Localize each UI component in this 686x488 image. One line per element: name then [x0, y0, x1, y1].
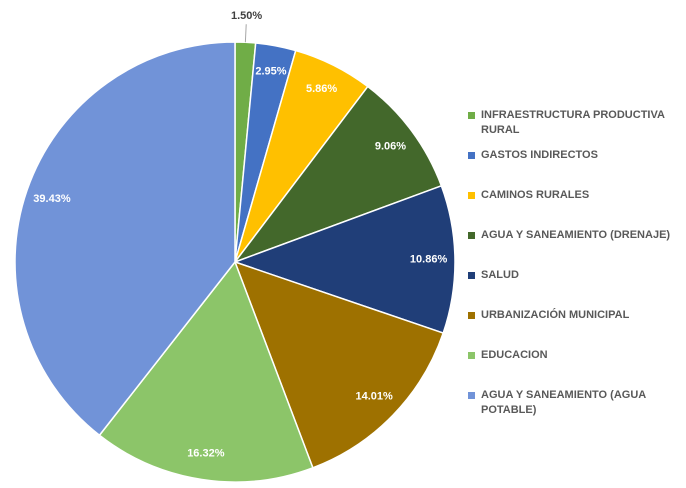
legend-item: CAMINOS RURALES — [468, 188, 683, 228]
legend-label: INFRAESTRUCTURA PRODUCTIVA RURAL — [481, 109, 665, 136]
pie-slice — [232, 85, 443, 264]
legend-label: CAMINOS RURALES — [481, 189, 590, 201]
legend-swatch — [468, 152, 475, 159]
legend-label: EDUCACION — [481, 349, 548, 361]
leader-line — [244, 24, 247, 43]
legend-item: EDUCACION — [468, 348, 683, 388]
pie-slice — [232, 184, 456, 334]
pie-slice — [14, 41, 236, 437]
legend-label: SALUD — [481, 269, 519, 281]
legend-item: GASTOS INDIRECTOS — [468, 148, 683, 188]
legend-item: AGUA Y SANEAMIENTO (AGUA POTABLE) — [468, 388, 683, 428]
legend: INFRAESTRUCTURA PRODUCTIVA RURAL GASTOS I… — [468, 108, 683, 428]
data-label: 1.50% — [231, 10, 262, 22]
legend-label: URBANIZACIÓN MUNICIPAL — [481, 309, 630, 321]
pie-slice — [98, 260, 314, 483]
legend-swatch — [468, 312, 475, 319]
legend-swatch — [468, 272, 475, 279]
legend-item: URBANIZACIÓN MUNICIPAL — [468, 308, 683, 348]
legend-swatch — [468, 112, 475, 119]
data-label: 14.01% — [355, 391, 393, 403]
data-label: 9.06% — [375, 141, 406, 153]
pie-area: 1.50% 2.95% 5.86% 9.06% 10.86% 14.01% 16.32% 39… — [14, 10, 456, 483]
data-label: 39.43% — [33, 193, 71, 205]
pie-slice — [233, 260, 445, 469]
legend-swatch — [468, 192, 475, 199]
legend-swatch — [468, 352, 475, 359]
data-label: 5.86% — [306, 83, 337, 95]
legend-label: AGUA Y SANEAMIENTO (AGUA POTABLE) — [481, 389, 646, 416]
legend-swatch — [468, 392, 475, 399]
data-label: 10.86% — [410, 254, 448, 266]
legend-item: SALUD — [468, 268, 683, 308]
legend-swatch — [468, 232, 475, 239]
legend-label: AGUA Y SANEAMIENTO (DRENAJE) — [481, 229, 671, 241]
legend-item: INFRAESTRUCTURA PRODUCTIVA RURAL — [468, 108, 683, 148]
data-label: 2.95% — [255, 66, 286, 78]
legend-item: AGUA Y SANEAMIENTO (DRENAJE) — [468, 228, 683, 268]
legend-label: GASTOS INDIRECTOS — [481, 149, 598, 161]
data-label: 16.32% — [187, 447, 225, 459]
